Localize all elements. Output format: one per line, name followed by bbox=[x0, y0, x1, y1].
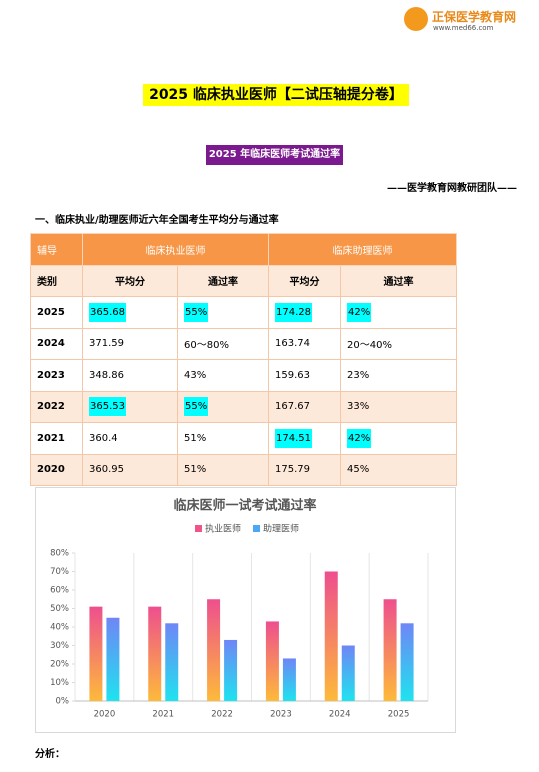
section-heading: 一、临床执业/助理医师近六年全国考生平均分与通过率 bbox=[35, 215, 279, 226]
highlighted-value: 55% bbox=[184, 302, 209, 322]
analysis-label: 分析： bbox=[35, 749, 65, 760]
highlighted-value: 365.68 bbox=[89, 302, 126, 322]
year-cell: 2021 bbox=[30, 422, 83, 455]
subheader-row: 类别 平均分 通过率 平均分 通过率 bbox=[30, 264, 457, 297]
x-tick-label: 2022 bbox=[211, 710, 233, 720]
y-tick-label: 70% bbox=[50, 567, 69, 577]
header-cell: 辅导 bbox=[30, 233, 83, 266]
chart: 临床医师一试考试通过率 执业医师 助理医师 0% 10% 20% 30% 40% 50% 60%… bbox=[35, 487, 456, 733]
y-tick-label: 30% bbox=[50, 641, 69, 651]
bar bbox=[106, 617, 120, 701]
year-cell: 2020 bbox=[30, 453, 83, 486]
bar bbox=[224, 639, 238, 701]
table-cell: 60～80% bbox=[177, 327, 269, 360]
table-cell: 33% bbox=[340, 390, 457, 423]
x-tick-label: 2021 bbox=[152, 710, 174, 720]
y-tick-label: 50% bbox=[50, 604, 69, 614]
doc-subtitle: 2025 年临床医师考试通过率 bbox=[206, 145, 343, 165]
table-cell: 51% bbox=[177, 453, 269, 486]
header-cell: 临床助理医师 bbox=[268, 233, 457, 266]
table-cell: 174.28 bbox=[268, 296, 341, 329]
legend-label: 执业医师 bbox=[205, 523, 241, 535]
table-cell: 159.63 bbox=[268, 359, 341, 392]
bar bbox=[400, 623, 414, 701]
table-cell: 167.67 bbox=[268, 390, 341, 423]
y-tick-label: 20% bbox=[50, 660, 69, 670]
table-row: 2020 360.95 51% 175.79 45% bbox=[30, 453, 457, 486]
header-cell: 临床执业医师 bbox=[82, 233, 269, 266]
y-tick-label: 0% bbox=[56, 697, 70, 707]
highlighted-value: 174.51 bbox=[275, 428, 312, 448]
chart-title: 临床医师一试考试通过率 bbox=[173, 498, 316, 514]
table-cell: 348.86 bbox=[82, 359, 178, 392]
table-cell: 55% bbox=[177, 296, 269, 329]
year-cell: 2023 bbox=[30, 359, 83, 392]
x-tick-label: 2023 bbox=[270, 710, 292, 720]
year-cell: 2024 bbox=[30, 327, 83, 360]
header-row: 辅导 临床执业医师 临床助理医师 bbox=[30, 233, 457, 266]
highlighted-value: 174.28 bbox=[275, 302, 312, 322]
bar bbox=[165, 623, 179, 701]
table-cell: 42% bbox=[340, 296, 457, 329]
table-row: 2022 365.53 55% 167.67 33% bbox=[30, 390, 457, 423]
table-cell: 365.68 bbox=[82, 296, 178, 329]
table-cell: 371.59 bbox=[82, 327, 178, 360]
subheader-cell: 通过率 bbox=[340, 264, 457, 297]
bar bbox=[324, 571, 338, 701]
logo-url: www.med66.com bbox=[433, 24, 494, 32]
table-cell: 175.79 bbox=[268, 453, 341, 486]
table-row: 2023 348.86 43% 159.63 23% bbox=[30, 359, 457, 392]
table-cell: 45% bbox=[340, 453, 457, 486]
year-cell: 2022 bbox=[30, 390, 83, 423]
bar bbox=[282, 658, 296, 701]
table-cell: 23% bbox=[340, 359, 457, 392]
table-cell: 174.51 bbox=[268, 422, 341, 455]
legend-swatch bbox=[253, 525, 260, 532]
subheader-cell: 通过率 bbox=[177, 264, 269, 297]
bar bbox=[265, 621, 279, 701]
table-row: 2021 360.4 51% 174.51 42% bbox=[30, 422, 457, 455]
highlighted-value: 365.53 bbox=[89, 397, 126, 417]
x-tick-label: 2025 bbox=[388, 710, 410, 720]
highlighted-value: 42% bbox=[347, 302, 372, 322]
bar bbox=[207, 599, 221, 701]
subheader-cell: 平均分 bbox=[268, 264, 341, 297]
score-table: 辅导 临床执业医师 临床助理医师 类别 平均分 通过率 平均分 通过率 2025 365.68 55… bbox=[30, 233, 457, 486]
y-tick-label: 80% bbox=[50, 549, 69, 559]
x-tick-label: 2020 bbox=[94, 710, 116, 720]
y-tick-label: 10% bbox=[50, 678, 69, 688]
table-cell: 365.53 bbox=[82, 390, 178, 423]
year-cell: 2025 bbox=[30, 296, 83, 329]
bar bbox=[148, 606, 162, 701]
legend-label: 助理医师 bbox=[263, 523, 299, 535]
table-cell: 43% bbox=[177, 359, 269, 392]
table-cell: 51% bbox=[177, 422, 269, 455]
bar bbox=[341, 645, 355, 701]
bar bbox=[383, 599, 397, 701]
table-cell: 55% bbox=[177, 390, 269, 423]
table-cell: 360.4 bbox=[82, 422, 178, 455]
y-tick-label: 60% bbox=[50, 586, 69, 596]
doc-title: 2025 临床执业医师【二试压轴提分卷】 bbox=[143, 84, 409, 106]
author: ——医学教育网教研团队—— bbox=[387, 183, 517, 194]
y-tick-label: 40% bbox=[50, 623, 69, 633]
legend-swatch bbox=[195, 525, 202, 532]
subheader-cell: 类别 bbox=[30, 264, 83, 297]
highlighted-value: 42% bbox=[347, 428, 372, 448]
table-cell: 42% bbox=[340, 422, 457, 455]
logo-name: 正保医学教育网 bbox=[432, 10, 517, 24]
logo-icon bbox=[404, 7, 428, 31]
x-tick-label: 2024 bbox=[329, 710, 351, 720]
highlighted-value: 55% bbox=[184, 397, 209, 417]
table-row: 2024 371.59 60～80% 163.74 20～40% bbox=[30, 327, 457, 360]
table-cell: 163.74 bbox=[268, 327, 341, 360]
bar bbox=[89, 606, 103, 701]
subheader-cell: 平均分 bbox=[82, 264, 178, 297]
table-row: 2025 365.68 55% 174.28 42% bbox=[30, 296, 457, 329]
table-cell: 360.95 bbox=[82, 453, 178, 486]
table-cell: 20～40% bbox=[340, 327, 457, 360]
